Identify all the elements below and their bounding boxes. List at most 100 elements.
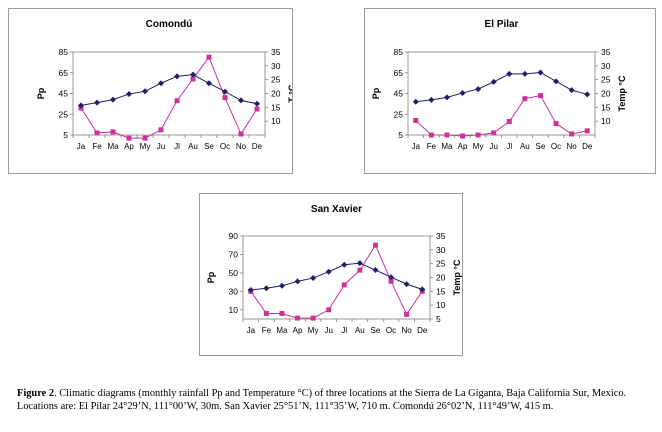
- x-tick-label: No: [567, 142, 578, 151]
- y2-tick-label: 10: [436, 300, 446, 310]
- x-tick-label: My: [473, 142, 484, 151]
- y-tick-label: 5: [398, 130, 403, 140]
- x-tick-label: Ja: [247, 326, 256, 335]
- x-tick-label: No: [236, 142, 247, 151]
- precipitation-line: [250, 244, 423, 319]
- temperature-line: [415, 71, 588, 103]
- figure-caption: Figure 2. Climatic diagrams (monthly rai…: [17, 387, 657, 413]
- chart-title: San Xavier: [311, 204, 362, 215]
- x-tick-label: Jl: [174, 142, 180, 151]
- precipitation-point: [279, 310, 285, 316]
- y-tick-label: 45: [394, 89, 404, 99]
- precipitation-point: [506, 119, 512, 125]
- plot-area: [242, 235, 431, 320]
- temperature-line: [250, 262, 423, 291]
- y2-tick-label: 10: [271, 116, 281, 126]
- precipitation-point: [584, 128, 590, 134]
- precipitation-point: [341, 282, 347, 288]
- chart-panel-san-xavier: San Xavier 10 30 50 70 90 5 10 15 20 25 30 35 Ja Fe Ma A…: [199, 193, 463, 356]
- precipitation-point: [475, 132, 481, 138]
- temperature-point: [553, 78, 560, 85]
- precipitation-point: [263, 310, 269, 316]
- y2-tick-label: 25: [436, 259, 446, 269]
- precipitation-point: [110, 129, 116, 135]
- y2-tick-label: 30: [271, 61, 281, 71]
- temperature-point: [142, 88, 148, 95]
- y-tick-label: 65: [394, 68, 404, 78]
- temperature-point: [459, 89, 466, 96]
- temperature-point: [206, 80, 212, 87]
- x-tick-label: No: [402, 326, 413, 335]
- y2-tick-label: 25: [601, 75, 611, 85]
- temperature-point: [475, 86, 482, 93]
- x-tick-label: De: [252, 142, 263, 151]
- temperature-point: [78, 102, 84, 109]
- precipitation-point: [537, 93, 543, 99]
- precipitation-point: [158, 127, 164, 133]
- chart-title: El Pilar: [485, 19, 519, 30]
- precipitation-point: [295, 315, 301, 321]
- y-axis-label: Pp: [206, 271, 216, 283]
- precipitation-line: [415, 95, 588, 137]
- y-tick-label: 10: [229, 305, 239, 315]
- temperature-point: [126, 91, 132, 98]
- temperature-point: [521, 70, 528, 77]
- temperature-point: [294, 278, 301, 285]
- x-tick-label: Fe: [427, 142, 437, 151]
- precipitation-point: [522, 96, 528, 102]
- precipitation-point: [388, 278, 394, 284]
- x-tick-label: Ju: [324, 326, 332, 335]
- chart-title: Comondú: [146, 19, 193, 30]
- y-tick-label: 90: [229, 231, 239, 241]
- temperature-point: [419, 286, 426, 293]
- precipitation-point: [460, 133, 466, 139]
- precipitation-point: [413, 117, 419, 123]
- precipitation-point: [404, 311, 410, 317]
- precipitation-point: [126, 135, 132, 141]
- y-tick-label: 70: [229, 249, 239, 259]
- x-tick-label: Ap: [458, 142, 468, 151]
- chart-panel-el-pilar: El Pilar 5 25 45 65 85 10 15 20 25 30 35 Ja Fe Ma Ap My J…: [364, 8, 656, 174]
- x-tick-label: Ja: [412, 142, 421, 151]
- x-tick-label: Ju: [489, 142, 497, 151]
- y-tick-label: 5: [63, 130, 68, 140]
- temperature-point: [412, 98, 419, 105]
- y2-tick-label: 30: [436, 245, 446, 255]
- y2-tick-label: 10: [601, 116, 611, 126]
- y2-tick-label: 5: [436, 314, 441, 324]
- y2-axis-label: Temp °C: [452, 259, 462, 295]
- y2-tick-label: 15: [601, 102, 611, 112]
- temperature-point: [222, 88, 228, 95]
- temperature-point: [325, 268, 332, 275]
- temperature-point: [190, 71, 196, 78]
- temperature-point: [568, 87, 575, 94]
- x-tick-label: Jl: [506, 142, 512, 151]
- temperature-point: [388, 274, 395, 281]
- y2-tick-label: 35: [436, 231, 446, 241]
- temperature-point: [443, 94, 450, 101]
- temperature-point: [372, 267, 379, 274]
- x-tick-label: Oc: [220, 142, 230, 151]
- temperature-point: [238, 97, 244, 104]
- x-tick-label: Ma: [441, 142, 453, 151]
- temperature-point: [537, 69, 544, 76]
- temperature-line: [80, 74, 258, 106]
- precipitation-point: [206, 54, 212, 60]
- y-tick-label: 25: [394, 109, 404, 119]
- temperature-point: [356, 260, 363, 267]
- y2-axis-label: Temp °C: [617, 75, 627, 111]
- x-tick-label: Ap: [124, 142, 134, 151]
- temperature-point: [278, 282, 285, 289]
- temperature-point: [94, 99, 100, 106]
- precipitation-point: [222, 95, 228, 101]
- precipitation-point: [254, 106, 260, 112]
- y2-tick-label: 30: [601, 61, 611, 71]
- x-tick-label: Au: [355, 326, 365, 335]
- temperature-point: [310, 275, 317, 282]
- x-tick-label: De: [417, 326, 428, 335]
- chart-panel-comondu: Comondú 5 25 45 65 85 10 15 20 25 30 35 Ja Fe Ma Ap My Ju…: [8, 8, 293, 174]
- y2-tick-label: 25: [271, 75, 281, 85]
- caption-label: Figure 2: [17, 388, 55, 399]
- temperature-point: [263, 285, 270, 292]
- y2-tick-label: 15: [436, 286, 446, 296]
